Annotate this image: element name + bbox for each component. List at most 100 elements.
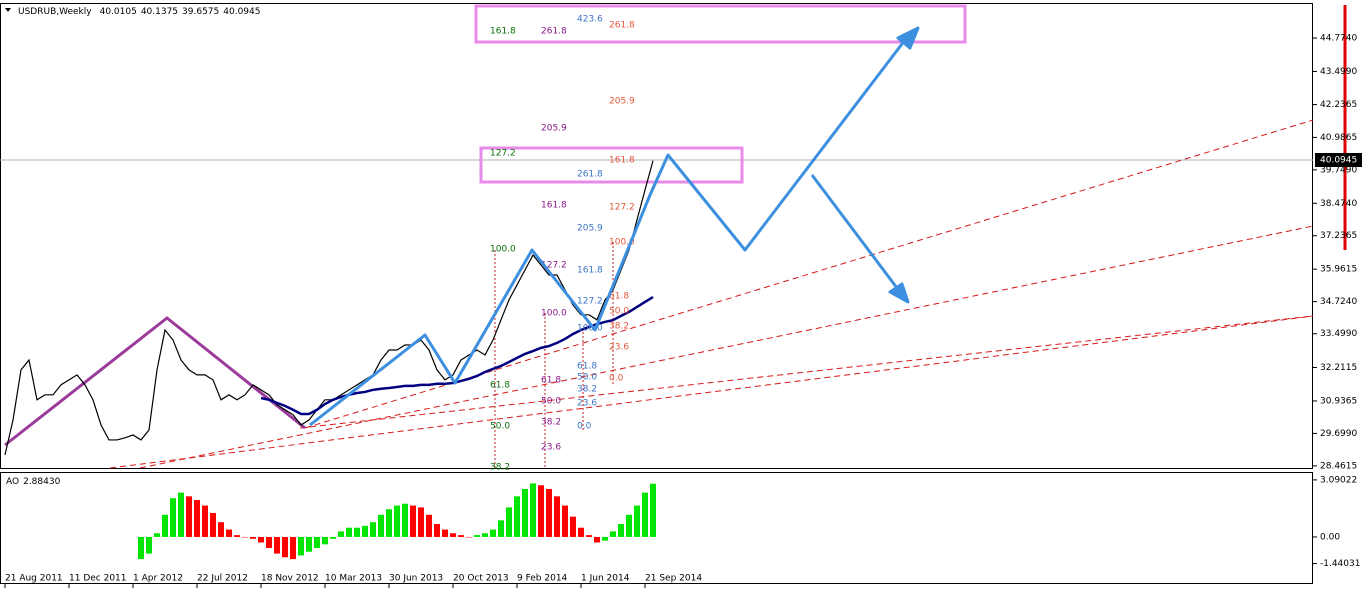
fib-label: 161.8 — [577, 266, 603, 276]
ao-bar — [538, 485, 544, 537]
fib-label: 38.2 — [609, 322, 629, 332]
y-tick-label: 33.4990 — [1320, 329, 1357, 339]
price-label-box — [1315, 153, 1362, 167]
ao-bar — [202, 505, 208, 537]
fib-label: 100.0 — [577, 324, 603, 334]
ao-bar — [402, 503, 408, 537]
fib-label: 261.8 — [541, 27, 567, 37]
fib-label: 23.6 — [609, 343, 629, 353]
ao-bar — [170, 498, 176, 537]
fib-label: 0.0 — [577, 422, 592, 432]
fib-label: 205.9 — [609, 97, 635, 107]
y-tick-label: 32.2115 — [1320, 363, 1357, 373]
x-tick-label: 11 Dec 2011 — [69, 574, 127, 584]
fib-label: 205.9 — [577, 224, 603, 234]
x-tick-label: 10 Mar 2013 — [325, 574, 382, 584]
x-tick-label: 21 Aug 2011 — [5, 574, 63, 584]
y-tick-label: 35.9615 — [1320, 265, 1357, 275]
x-tick-label: 1 Apr 2012 — [133, 574, 183, 584]
arrow-head — [888, 282, 910, 304]
fib-label: 100.0 — [541, 309, 567, 319]
fib-label: 38.2 — [490, 463, 510, 473]
ao-bar — [242, 536, 248, 538]
fib-label: 38.2 — [541, 418, 561, 428]
ao-bar — [226, 529, 232, 537]
ao-bar — [490, 529, 496, 537]
ao-bar — [618, 524, 624, 537]
fib-label: 23.6 — [577, 399, 597, 409]
price-label: 40.0945 — [1320, 156, 1357, 166]
ao-bar — [474, 535, 480, 537]
fib-label: 61.8 — [577, 362, 597, 372]
y-tick-label: 42.2365 — [1320, 100, 1357, 110]
high: 40.1375 — [141, 7, 178, 17]
fib-label: 100.0 — [609, 238, 635, 248]
ao-bar — [282, 536, 288, 558]
ao-bar — [602, 536, 608, 541]
main-pane — [0, 3, 1313, 469]
ao-pane — [0, 472, 1313, 584]
close: 40.0945 — [223, 7, 260, 17]
ao-bar — [554, 496, 560, 537]
ao-bar — [330, 536, 336, 539]
wave-line — [309, 39, 907, 427]
x-tick-label: 21 Sep 2014 — [645, 574, 702, 584]
ao-bar — [306, 536, 312, 552]
fib-label: 161.8 — [609, 156, 635, 166]
ao-bar — [442, 529, 448, 537]
ao-bar — [394, 505, 400, 537]
ao-bar — [354, 527, 360, 537]
ao-bar — [266, 536, 272, 549]
ao-header: AO 2.88430 — [6, 477, 61, 487]
ao-bar — [386, 509, 392, 537]
ao-bar — [466, 536, 472, 538]
ao-bar — [322, 536, 328, 545]
fib-label: 127.2 — [490, 149, 516, 159]
y-tick-label: 34.7240 — [1320, 297, 1357, 307]
ao-bar — [426, 514, 432, 537]
ao-bar — [578, 527, 584, 537]
fib-label: 50.0 — [490, 422, 510, 432]
ao-bar — [146, 536, 152, 554]
ao-bar — [498, 520, 504, 537]
open: 40.0105 — [100, 7, 137, 17]
chart-header: USDRUB,Weekly 40.0105 40.1375 39.6575 40.094… — [18, 7, 260, 17]
ao-bar — [290, 536, 296, 560]
ao-bar — [234, 535, 240, 537]
ao-bar — [346, 527, 352, 537]
x-tick-label: 22 Jul 2012 — [197, 574, 248, 584]
ao-bar — [258, 536, 264, 543]
fib-label: 423.6 — [577, 15, 603, 25]
ao-title: AO — [6, 477, 19, 487]
ao-bar — [642, 492, 648, 537]
ao-bar — [218, 522, 224, 537]
ao-bar — [522, 488, 528, 537]
menu-triangle[interactable] — [5, 8, 11, 12]
fib-label: 50.0 — [577, 373, 597, 383]
ao-current: 2.88430 — [23, 477, 60, 487]
ao-bar — [570, 516, 576, 537]
y-tick-label: 3.09022 — [1320, 475, 1357, 485]
fib-label: 50.0 — [541, 397, 561, 407]
ao-bar — [410, 505, 416, 537]
fib-label: 161.8 — [490, 27, 516, 37]
fib-label: 50.0 — [609, 307, 629, 317]
wave-line — [810, 174, 902, 293]
price-line — [4, 160, 654, 456]
ao-bar — [314, 536, 320, 549]
target-box — [474, 4, 967, 44]
fib-label: 127.2 — [577, 297, 603, 307]
fib-label: 61.8 — [541, 376, 561, 386]
ao-bar — [514, 496, 520, 537]
ao-bar — [274, 536, 280, 554]
fib-label: 127.2 — [609, 203, 635, 213]
ao-bar — [586, 535, 592, 537]
y-tick-label: 28.4615 — [1320, 461, 1357, 471]
x-tick-label: 30 Jun 2013 — [389, 574, 443, 584]
y-tick-label: 38.4740 — [1320, 199, 1357, 209]
fib-label: 261.8 — [609, 21, 635, 31]
x-tick-label: 1 Jun 2014 — [581, 574, 630, 584]
ao-bar — [482, 533, 488, 537]
y-tick-label: 30.9365 — [1320, 396, 1357, 406]
